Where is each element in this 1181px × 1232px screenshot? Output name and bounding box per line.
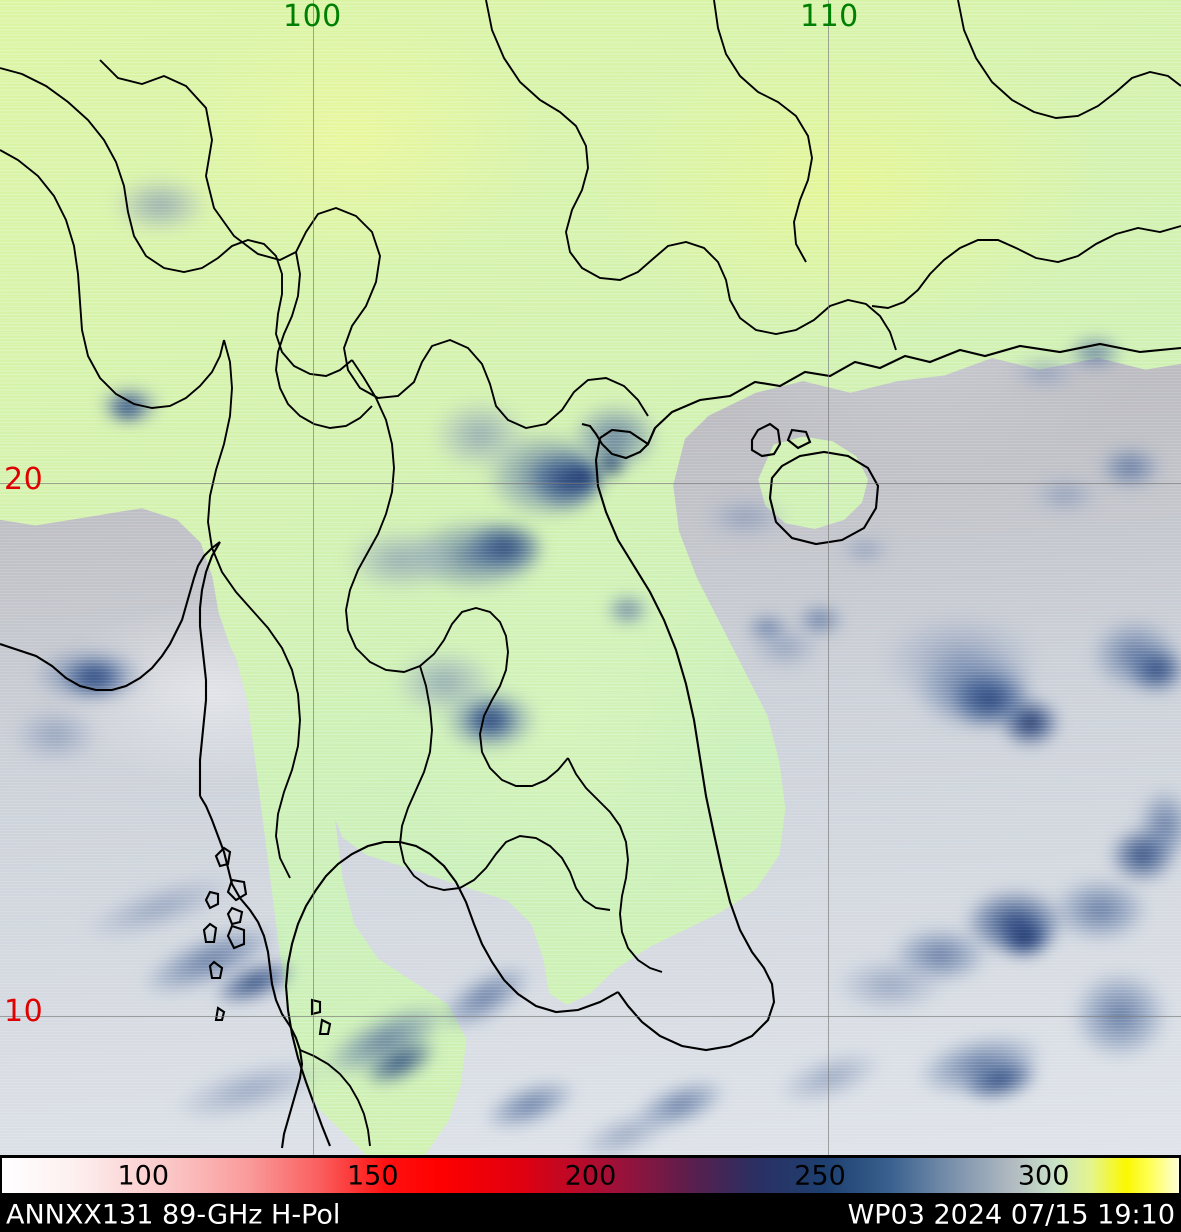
province-border [485,0,897,351]
island-speck [226,906,244,926]
country-border-myanmar-india [0,149,225,409]
footer-bar: ANNXX131 89-GHz H-Pol WP03 2024 07/15 19… [0,1197,1181,1232]
brightness-temperature-colorbar[interactable]: 100 150 200 250 300 [2,1158,1179,1193]
colorbar-tick-300: 300 [1017,1160,1070,1191]
colorbar-tick-250: 250 [794,1160,846,1191]
coastline-bay-of-bengal [0,541,221,692]
island-speck [208,960,224,980]
country-border-laos-thai [345,359,569,787]
country-border-vietnam-laos [567,757,663,973]
gridline-latitude-10 [0,1016,1181,1017]
province-border [99,59,649,429]
colorbar-container: 100 150 200 250 300 [0,1155,1181,1197]
gridline-longitude-110 [828,0,829,1155]
latitude-label-20: 20 [4,462,44,497]
province-border [957,0,1181,119]
island-speck [204,890,220,910]
colorbar-tick-100: 100 [117,1160,170,1191]
colorbar-tick-150: 150 [346,1160,399,1191]
coastline-gulf-of-thailand [284,840,619,1147]
longitude-label-110: 110 [800,0,859,34]
island-speck [318,1018,332,1036]
island-speck [310,998,322,1016]
coastline-vietnam-east [594,437,776,1052]
sensor-product-label: ANNXX131 89-GHz H-Pol [6,1199,341,1230]
province-border [713,0,813,263]
country-border-myanmar-north [0,67,353,377]
island-speck [786,428,812,450]
coastline-tonkin [581,422,656,460]
coastline-andaman [199,795,304,1149]
map-canvas[interactable]: 100 110 20 10 [0,0,1181,1155]
coastline-myanmar-south [198,541,221,796]
island-speck [214,846,232,868]
longitude-label-100: 100 [283,0,342,34]
storm-timestamp-label: WP03 2024 07/15 19:10 [847,1199,1175,1230]
gridline-longitude-100 [313,0,314,1155]
colorbar-tick-200: 200 [564,1160,617,1191]
island-speck [226,878,248,902]
coastline-hainan [768,450,880,546]
coastline-leizhou [750,422,782,458]
country-border-cambodia [399,665,611,911]
gridline-latitude-20 [0,483,1181,484]
country-border-thai-malay [299,1049,371,1147]
island-speck [214,1006,226,1022]
coastline-border-overlay [0,0,1181,1149]
country-border-myanmar-thai [207,339,301,879]
province-border [871,225,1181,309]
coastline-south-china [599,342,1181,446]
country-border-laos-china-misc [275,251,373,429]
island-speck [226,924,246,950]
island-speck [202,922,218,944]
latitude-label-10: 10 [4,994,44,1029]
